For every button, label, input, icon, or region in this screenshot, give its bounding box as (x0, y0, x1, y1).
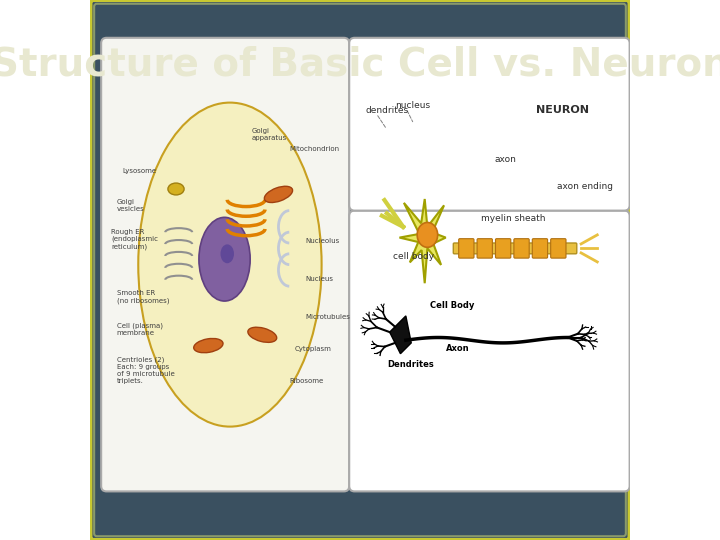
Text: Cell (plasma)
membrane: Cell (plasma) membrane (117, 322, 163, 336)
FancyBboxPatch shape (349, 38, 629, 211)
Text: Microtubules: Microtubules (305, 314, 351, 320)
FancyBboxPatch shape (101, 38, 349, 491)
Text: Cell Body: Cell Body (430, 301, 474, 310)
Ellipse shape (417, 222, 438, 247)
Text: Rough ER
(endoplasmic
reticulum): Rough ER (endoplasmic reticulum) (112, 229, 158, 250)
Ellipse shape (168, 183, 184, 195)
Text: cell body: cell body (393, 252, 434, 261)
Text: Cytoplasm: Cytoplasm (294, 346, 331, 352)
Ellipse shape (199, 217, 250, 301)
Text: myelin sheath: myelin sheath (482, 214, 546, 224)
Text: Golgi
vesicles: Golgi vesicles (117, 199, 145, 212)
Ellipse shape (220, 244, 234, 263)
Text: Nucleus: Nucleus (305, 276, 333, 282)
Ellipse shape (248, 327, 276, 342)
Text: Axon: Axon (446, 344, 470, 353)
FancyBboxPatch shape (459, 239, 474, 258)
Text: axon: axon (495, 155, 517, 164)
Ellipse shape (264, 186, 292, 202)
Text: nucleus: nucleus (395, 101, 430, 110)
FancyBboxPatch shape (349, 211, 629, 491)
Text: Dendrites: Dendrites (387, 360, 433, 369)
FancyBboxPatch shape (454, 243, 577, 254)
FancyBboxPatch shape (495, 239, 510, 258)
Ellipse shape (194, 339, 223, 353)
FancyBboxPatch shape (551, 239, 566, 258)
FancyBboxPatch shape (477, 239, 492, 258)
FancyBboxPatch shape (514, 239, 529, 258)
Ellipse shape (138, 103, 322, 427)
Text: Smooth ER
(no ribosomes): Smooth ER (no ribosomes) (117, 291, 169, 304)
Text: dendrites: dendrites (365, 106, 408, 116)
Polygon shape (400, 199, 446, 283)
Text: Structure of Basic Cell vs. Neuron: Structure of Basic Cell vs. Neuron (0, 46, 720, 84)
Text: axon ending: axon ending (557, 182, 613, 191)
Text: Ribosome: Ribosome (289, 379, 323, 384)
FancyBboxPatch shape (532, 239, 548, 258)
Text: Golgi
apparatus: Golgi apparatus (251, 129, 287, 141)
Text: Mitochondrion: Mitochondrion (289, 146, 339, 152)
Text: Lysosome: Lysosome (122, 168, 156, 174)
Text: Centrioles (2)
Each: 9 groups
of 9 microtubule
triplets.: Centrioles (2) Each: 9 groups of 9 micro… (117, 357, 174, 384)
Text: NEURON: NEURON (536, 105, 589, 116)
Text: Nucleolus: Nucleolus (305, 238, 340, 244)
Polygon shape (390, 316, 411, 354)
